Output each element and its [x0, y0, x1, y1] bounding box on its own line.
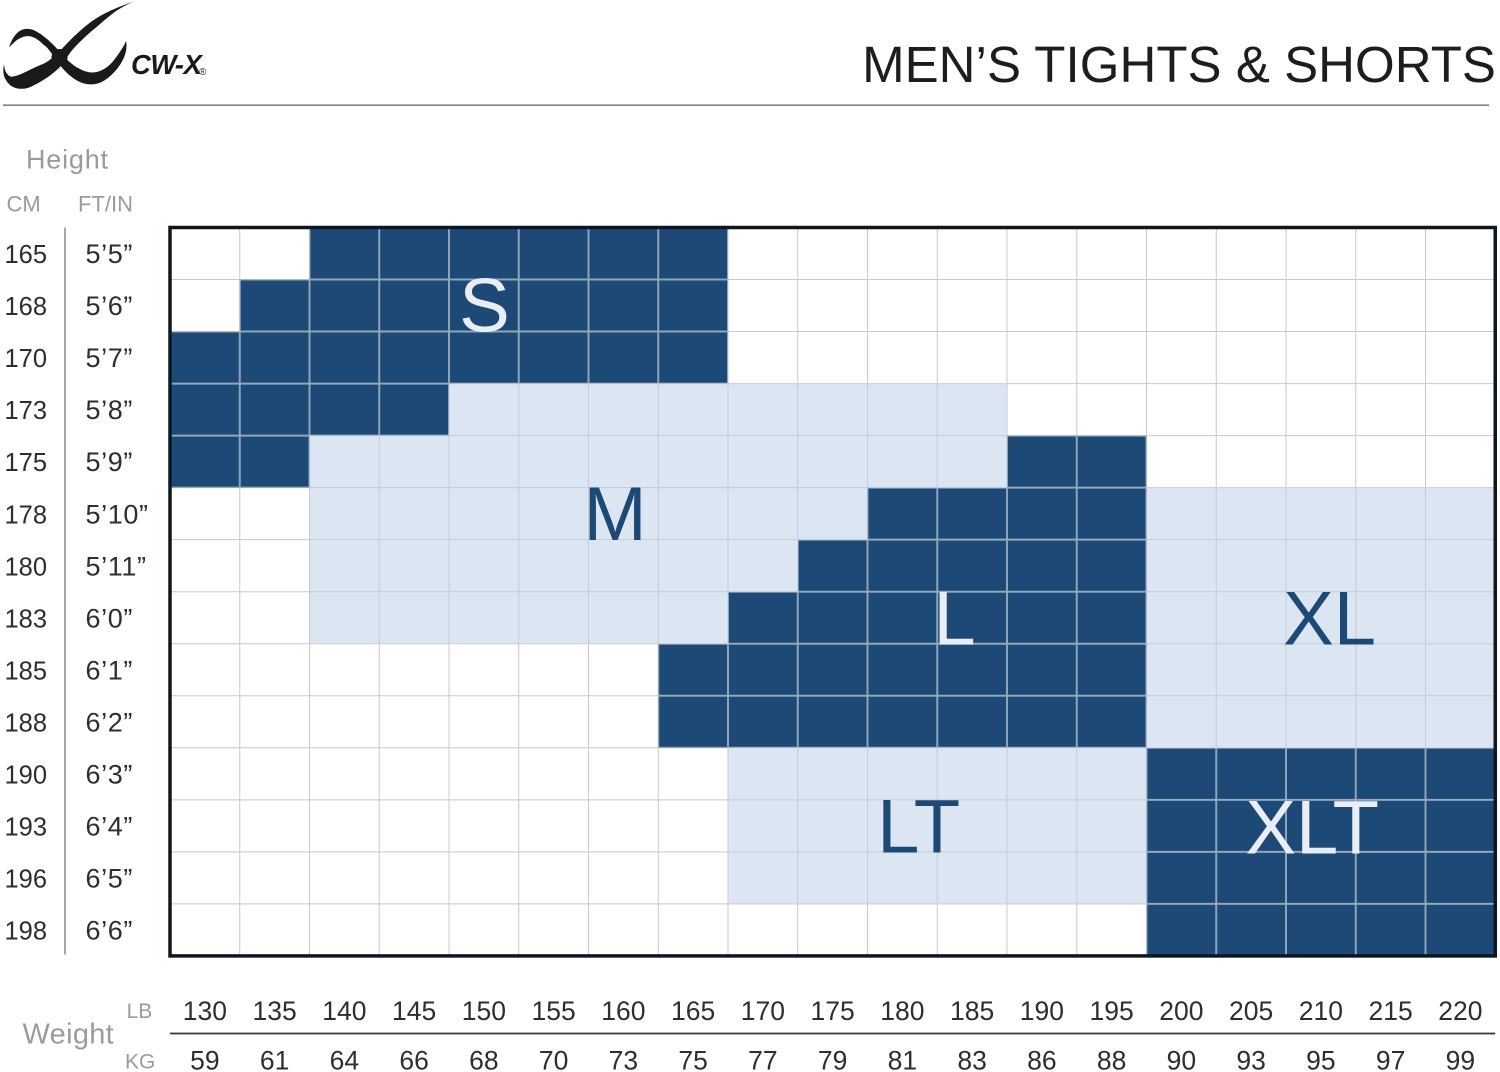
svg-text:88: 88: [1097, 1045, 1126, 1072]
svg-text:183: 183: [5, 605, 48, 633]
svg-text:77: 77: [748, 1045, 777, 1072]
svg-text:93: 93: [1236, 1045, 1265, 1072]
svg-text:180: 180: [880, 996, 924, 1026]
svg-text:165: 165: [671, 996, 715, 1026]
svg-text:5’8”: 5’8”: [86, 395, 133, 425]
svg-text:5’11”: 5’11”: [86, 551, 147, 581]
svg-text:200: 200: [1159, 996, 1203, 1026]
svg-text:6’2”: 6’2”: [86, 707, 133, 737]
svg-text:6’5”: 6’5”: [86, 864, 133, 894]
svg-text:6’4”: 6’4”: [86, 811, 133, 841]
svg-text:FT/IN: FT/IN: [78, 192, 133, 217]
svg-text:79: 79: [818, 1045, 847, 1072]
svg-text:145: 145: [392, 996, 436, 1026]
svg-text:190: 190: [5, 761, 48, 789]
svg-text:66: 66: [399, 1045, 428, 1072]
svg-text:6’6”: 6’6”: [86, 916, 133, 946]
svg-text:MEN’S TIGHTS & SHORTS: MEN’S TIGHTS & SHORTS: [862, 36, 1496, 93]
svg-text:XLT: XLT: [1245, 785, 1379, 870]
svg-text:195: 195: [1089, 996, 1133, 1026]
svg-text:205: 205: [1229, 996, 1273, 1026]
svg-text:M: M: [583, 472, 646, 557]
svg-text:61: 61: [260, 1045, 289, 1072]
svg-text:155: 155: [531, 996, 575, 1026]
svg-text:83: 83: [957, 1045, 986, 1072]
svg-text:130: 130: [183, 996, 227, 1026]
svg-text:185: 185: [950, 996, 994, 1026]
svg-text:70: 70: [539, 1045, 568, 1072]
svg-text:193: 193: [5, 813, 48, 841]
svg-text:160: 160: [601, 996, 645, 1026]
svg-text:140: 140: [322, 996, 366, 1026]
svg-text:6’1”: 6’1”: [86, 655, 133, 685]
svg-text:150: 150: [462, 996, 506, 1026]
svg-text:188: 188: [5, 709, 48, 737]
svg-text:95: 95: [1306, 1045, 1335, 1072]
svg-text:210: 210: [1299, 996, 1343, 1026]
svg-text:59: 59: [190, 1045, 219, 1072]
svg-text:CW-X: CW-X: [131, 49, 203, 80]
svg-text:220: 220: [1438, 996, 1482, 1026]
svg-text:178: 178: [5, 501, 48, 529]
svg-text:168: 168: [5, 293, 48, 321]
svg-text:73: 73: [609, 1045, 638, 1072]
svg-text:173: 173: [5, 397, 48, 425]
svg-text:185: 185: [5, 657, 48, 685]
svg-text:75: 75: [678, 1045, 707, 1072]
svg-text:6’0”: 6’0”: [86, 603, 133, 633]
svg-text:170: 170: [5, 345, 48, 373]
svg-text:L: L: [933, 576, 975, 661]
svg-text:180: 180: [5, 553, 48, 581]
svg-text:5’6”: 5’6”: [86, 291, 133, 321]
svg-text:175: 175: [5, 449, 48, 477]
svg-text:CM: CM: [7, 192, 41, 217]
svg-text:99: 99: [1446, 1045, 1475, 1072]
svg-text:196: 196: [5, 866, 48, 894]
svg-text:KG: KG: [125, 1051, 155, 1072]
svg-text:135: 135: [252, 996, 296, 1026]
svg-text:190: 190: [1020, 996, 1064, 1026]
svg-text:90: 90: [1167, 1045, 1196, 1072]
svg-text:170: 170: [741, 996, 785, 1026]
svg-text:6’3”: 6’3”: [86, 759, 133, 789]
svg-text:97: 97: [1376, 1045, 1405, 1072]
svg-text:81: 81: [888, 1045, 917, 1072]
svg-text:198: 198: [5, 918, 48, 946]
svg-text:LB: LB: [127, 1000, 153, 1023]
svg-text:175: 175: [810, 996, 854, 1026]
svg-text:86: 86: [1027, 1045, 1056, 1072]
svg-text:5’10”: 5’10”: [86, 499, 149, 529]
svg-text:®: ®: [199, 67, 207, 78]
svg-text:S: S: [459, 264, 510, 349]
svg-text:XL: XL: [1283, 576, 1376, 661]
svg-text:LT: LT: [877, 785, 960, 870]
svg-text:5’7”: 5’7”: [86, 343, 133, 373]
svg-text:165: 165: [5, 241, 48, 269]
svg-text:5’9”: 5’9”: [86, 447, 133, 477]
svg-text:64: 64: [330, 1045, 359, 1072]
svg-text:5’5”: 5’5”: [86, 239, 133, 269]
svg-text:Height: Height: [26, 144, 109, 174]
svg-text:215: 215: [1368, 996, 1412, 1026]
svg-text:Weight: Weight: [23, 1018, 115, 1050]
svg-text:68: 68: [469, 1045, 498, 1072]
